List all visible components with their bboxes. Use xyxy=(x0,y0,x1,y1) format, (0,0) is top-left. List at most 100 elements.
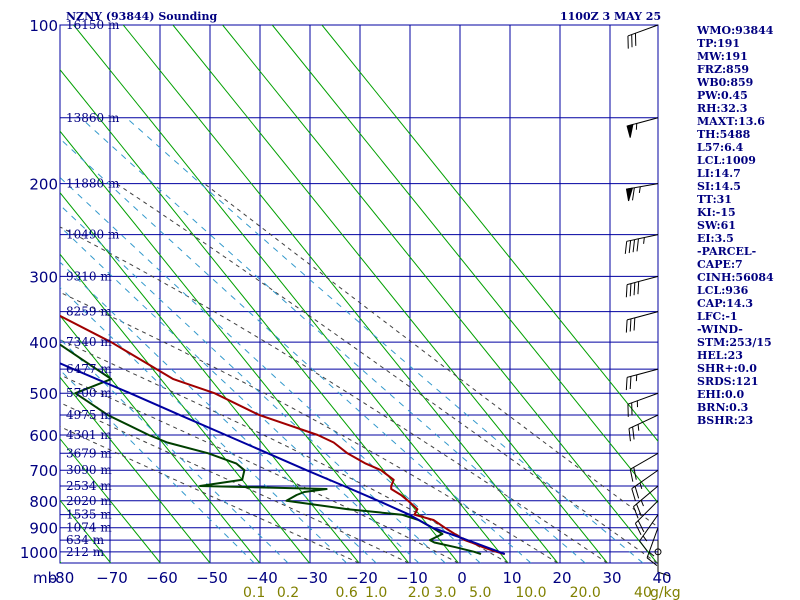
height-label: 11880 m xyxy=(66,177,120,191)
height-label: 5700 m xyxy=(66,386,112,400)
mixing-ratio-line xyxy=(60,138,532,563)
height-label: 212 m xyxy=(66,545,105,559)
temperature-tick-label: −40 xyxy=(246,569,278,587)
index-item: SHR+:0.0 xyxy=(697,362,757,375)
pressure-tick-label: 100 xyxy=(29,17,58,35)
height-label: 1535 m xyxy=(66,508,112,522)
temperature-tick-label: 20 xyxy=(552,569,571,587)
isotherm-line xyxy=(60,191,360,563)
isotherm-line xyxy=(0,25,11,563)
moist-adiabat xyxy=(115,183,658,563)
moist-adiabat xyxy=(60,226,608,563)
index-item: FRZ:859 xyxy=(697,63,750,76)
height-label: 13860 m xyxy=(66,111,120,125)
height-label: 9310 m xyxy=(66,269,112,283)
temperature-profile xyxy=(60,314,506,556)
moist-adiabat xyxy=(60,426,360,563)
index-item: HEL:23 xyxy=(697,349,743,362)
index-item: LCL:1009 xyxy=(697,154,756,167)
index-item: SRDS:121 xyxy=(697,375,759,388)
index-item: -WIND- xyxy=(697,323,743,336)
pressure-tick-label: 500 xyxy=(29,385,58,403)
temperature-tick-label: 0 xyxy=(457,569,467,587)
temperature-tick-label: −60 xyxy=(146,569,178,587)
mixing-ratio-line xyxy=(60,176,481,563)
wind-barb xyxy=(633,485,659,519)
mixing-ratio-label: 2.0 xyxy=(408,585,430,600)
index-item: WMO:93844 xyxy=(697,24,774,37)
moist-adiabat xyxy=(60,291,558,563)
isotherm-line xyxy=(222,25,658,563)
height-label: 3679 m xyxy=(66,446,112,460)
pressure-tick-label: 700 xyxy=(29,462,58,480)
index-item: LFC:-1 xyxy=(697,310,738,323)
index-item: LI:14.7 xyxy=(697,167,741,180)
height-label: 2534 m xyxy=(66,479,112,493)
temperature-tick-label: −10 xyxy=(396,569,428,587)
isotherm-line xyxy=(60,314,261,563)
temperature-tick-label: −20 xyxy=(346,569,378,587)
pressure-tick-label: 200 xyxy=(29,176,58,194)
index-item: EI:3.5 xyxy=(697,232,734,245)
temperature-tick-label: 30 xyxy=(602,569,621,587)
index-item: MW:191 xyxy=(697,50,748,63)
height-label: 1074 m xyxy=(66,521,112,535)
isotherm-line xyxy=(73,25,509,563)
mixing-ratio-label: 20.0 xyxy=(570,585,601,600)
pressure-tick-label: 600 xyxy=(29,427,58,445)
mixing-ratio-label: 10.0 xyxy=(515,585,546,600)
stability-indices: WMO:93844 TP:191 MW:191 FRZ:859 WB0:859 PW:0.… xyxy=(697,24,774,427)
height-label: 16150 m xyxy=(66,18,120,32)
mixing-ratio-label: 40 xyxy=(634,585,652,600)
isotherm-line xyxy=(60,253,310,563)
isotherm-line xyxy=(122,25,559,563)
mixing-ratio-line xyxy=(60,369,255,563)
wind-barb xyxy=(625,368,659,391)
pressure-unit-label: mb xyxy=(33,569,57,587)
index-item: TH:5488 xyxy=(697,128,751,141)
mixing-ratio-label: 0.2 xyxy=(277,585,299,600)
wind-barb xyxy=(625,183,659,202)
temperature-tick-label: −50 xyxy=(196,569,228,587)
wind-barb xyxy=(626,117,659,138)
index-item: STM:253/15 xyxy=(697,336,772,349)
height-label: 3090 m xyxy=(66,463,112,477)
index-item: KI:-15 xyxy=(697,206,736,219)
index-item: PW:0.45 xyxy=(697,89,748,102)
pressure-tick-label: 900 xyxy=(29,520,58,538)
wind-barb xyxy=(628,414,659,442)
index-item: BSHR:23 xyxy=(697,414,754,427)
index-item: CAPE:7 xyxy=(697,258,743,271)
wind-barb xyxy=(654,548,662,556)
index-item: TP:191 xyxy=(697,37,741,50)
temperature-tick-label: 10 xyxy=(502,569,521,587)
temperature-tick-label: 40 xyxy=(652,569,671,587)
parcel-profile xyxy=(60,362,506,556)
mixing-ratio-line xyxy=(80,117,586,563)
index-item: SI:14.5 xyxy=(697,180,741,193)
mixing-ratio-line xyxy=(60,338,289,563)
moist-adiabat xyxy=(60,374,459,563)
wind-barb xyxy=(629,452,659,482)
mixing-ratio-line xyxy=(60,286,347,563)
index-item: WB0:859 xyxy=(697,76,754,89)
wind-barb xyxy=(624,234,659,254)
index-item: SW:61 xyxy=(697,219,736,232)
chart-title: NZNY (93844) Sounding xyxy=(66,10,217,23)
isotherm-line xyxy=(271,25,658,504)
index-item: CAP:14.3 xyxy=(697,297,754,310)
isotherm-line xyxy=(60,560,62,563)
wind-barb xyxy=(625,275,659,298)
isotherm-line xyxy=(321,25,658,442)
chart-grid xyxy=(59,24,659,564)
wind-barb xyxy=(627,392,659,417)
thermo-background xyxy=(0,25,658,563)
height-label: 6477 m xyxy=(66,362,112,376)
wind-barb xyxy=(627,24,659,49)
wind-barb xyxy=(646,527,659,567)
wind-barb xyxy=(634,500,659,535)
temperature-tick-label: −30 xyxy=(296,569,328,587)
isotherm-line xyxy=(60,437,161,563)
